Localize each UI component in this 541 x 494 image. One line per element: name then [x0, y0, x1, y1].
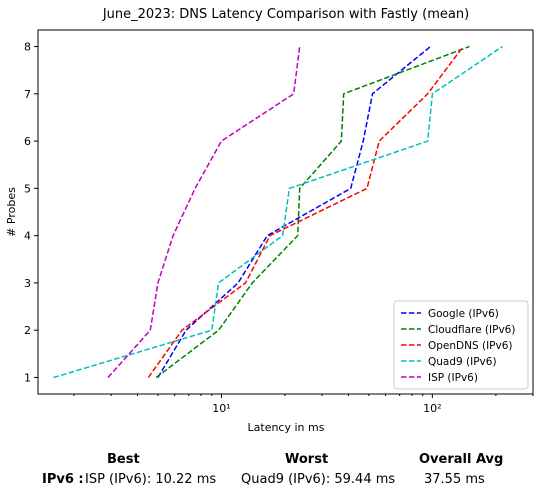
- worst-value: Quad9 (IPv6): 59.44 ms: [241, 472, 396, 487]
- series-line-isp-ipv6: [107, 46, 301, 378]
- legend-label-opendns-ipv6: OpenDNS (IPv6): [428, 340, 513, 352]
- legend: Google (IPv6) Cloudflare (IPv6) OpenDNS (I…: [393, 300, 529, 390]
- legend-label-google-ipv6: Google (IPv6): [428, 308, 499, 320]
- overall-avg-header: Overall Avg: [419, 452, 504, 467]
- y-tick-label: 4: [24, 230, 31, 243]
- y-tick-label: 1: [24, 371, 31, 384]
- series-line-quad9-ipv6: [53, 45, 503, 379]
- y-tick-label: 2: [24, 324, 31, 337]
- y-axis-label: # Probes: [5, 187, 18, 237]
- y-tick-label: 6: [24, 135, 31, 148]
- ipv6-row-label: IPv6 :: [42, 472, 84, 487]
- series-line-cloudflare-ipv6: [155, 45, 470, 379]
- legend-label-quad9-ipv6: Quad9 (IPv6): [428, 356, 497, 368]
- legend-label-isp-ipv6: ISP (IPv6): [428, 372, 478, 384]
- chart-title: June_2023: DNS Latency Comparison with F…: [102, 7, 469, 22]
- latency-chart: June_2023: DNS Latency Comparison with F…: [5, 7, 534, 434]
- legend-box: [393, 300, 529, 390]
- plot-frame: [37, 29, 534, 395]
- series-line-google-ipv6: [157, 45, 431, 378]
- series-line-opendns-ipv6: [147, 46, 464, 378]
- y-tick-label: 8: [24, 41, 31, 54]
- y-tick-label: 3: [24, 277, 31, 290]
- y-tick-label: 7: [24, 88, 31, 101]
- worst-header: Worst: [285, 452, 329, 467]
- x-tick-label: 10²: [423, 402, 441, 415]
- y-tick-label: 5: [24, 182, 31, 195]
- x-axis-label: Latency in ms: [248, 421, 325, 434]
- legend-label-cloudflare-ipv6: Cloudflare (IPv6): [428, 324, 515, 336]
- summary-table: Best Worst Overall Avg IPv6 : ISP (IPv6)…: [0, 448, 541, 494]
- best-value: ISP (IPv6): 10.22 ms: [85, 472, 217, 487]
- overall-avg-value: 37.55 ms: [424, 472, 485, 487]
- x-tick-label: 10¹: [212, 402, 230, 415]
- best-header: Best: [107, 452, 140, 467]
